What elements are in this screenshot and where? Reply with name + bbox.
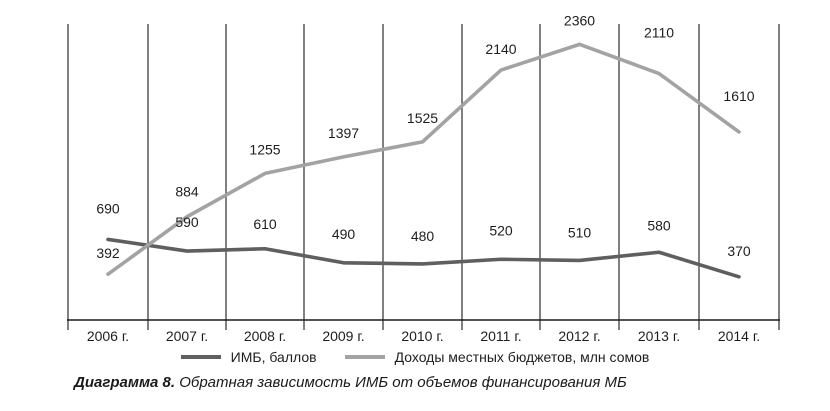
figure-caption: Диаграмма 8. Обратная зависимость ИМБ от… <box>74 374 627 391</box>
data-label-imb-2011: 520 <box>489 222 513 238</box>
data-labels: 690 590 610 490 480 520 510 580 370 392 884 1255 139… <box>96 12 754 261</box>
data-label-income-2008: 1255 <box>249 141 280 157</box>
data-label-income-2011: 2140 <box>485 41 516 57</box>
x-tick-label-2013: 2013 г. <box>638 328 680 344</box>
data-label-imb-2008: 610 <box>253 216 277 232</box>
x-tick-labels: 2006 г. 2007 г. 2008 г. 2009 г. 2010 г. 2011 … <box>87 328 760 344</box>
data-label-income-2007: 884 <box>175 184 199 200</box>
legend-item-imb: ИМБ, баллов <box>180 349 317 365</box>
data-label-income-2012: 2360 <box>564 12 595 28</box>
legend-label-imb: ИМБ, баллов <box>230 349 317 365</box>
x-tick-label-2006: 2006 г. <box>87 328 129 344</box>
data-label-income-2013: 2110 <box>644 25 674 41</box>
caption-label: Диаграмма 8. <box>74 374 176 391</box>
legend-item-income: Доходы местных бюджетов, млн сомов <box>344 349 650 365</box>
series-line-imb <box>106 237 741 279</box>
line-chart: 690 590 610 490 480 520 510 580 370 392 884 1255 139… <box>67 12 780 344</box>
data-label-income-2010: 1525 <box>407 110 438 126</box>
data-label-imb-2012: 510 <box>568 224 592 240</box>
x-tick-label-2014: 2014 г. <box>718 328 760 344</box>
vertical-gridlines <box>67 24 780 330</box>
x-tick-label-2008: 2008 г. <box>244 328 286 344</box>
data-label-imb-2013: 580 <box>647 217 671 233</box>
x-tick-label-2011: 2011 г. <box>480 328 521 344</box>
x-tick-label-2010: 2010 г. <box>401 328 443 344</box>
legend-label-income: Доходы местных бюджетов, млн сомов <box>394 349 650 365</box>
legend-swatch-imb <box>180 355 221 359</box>
series-lines <box>106 42 741 279</box>
data-label-imb-2009: 490 <box>332 226 356 242</box>
data-label-income-2006: 392 <box>96 245 120 261</box>
caption-text: Обратная зависимость ИМБ от объемов фина… <box>179 374 627 391</box>
legend: ИМБ, баллов Доходы местных бюджетов, млн… <box>0 346 830 368</box>
data-label-imb-2014: 370 <box>727 243 751 259</box>
x-tick-label-2007: 2007 г. <box>166 328 208 344</box>
x-tick-label-2009: 2009 г. <box>322 328 364 344</box>
data-label-imb-2007: 590 <box>175 214 199 230</box>
data-label-income-2014: 1610 <box>723 88 754 104</box>
x-tick-label-2012: 2012 г. <box>558 328 600 344</box>
data-label-imb-2010: 480 <box>411 228 435 244</box>
legend-swatch-income <box>344 355 385 359</box>
data-label-imb-2006: 690 <box>96 200 120 216</box>
data-label-income-2009: 1397 <box>328 125 359 141</box>
